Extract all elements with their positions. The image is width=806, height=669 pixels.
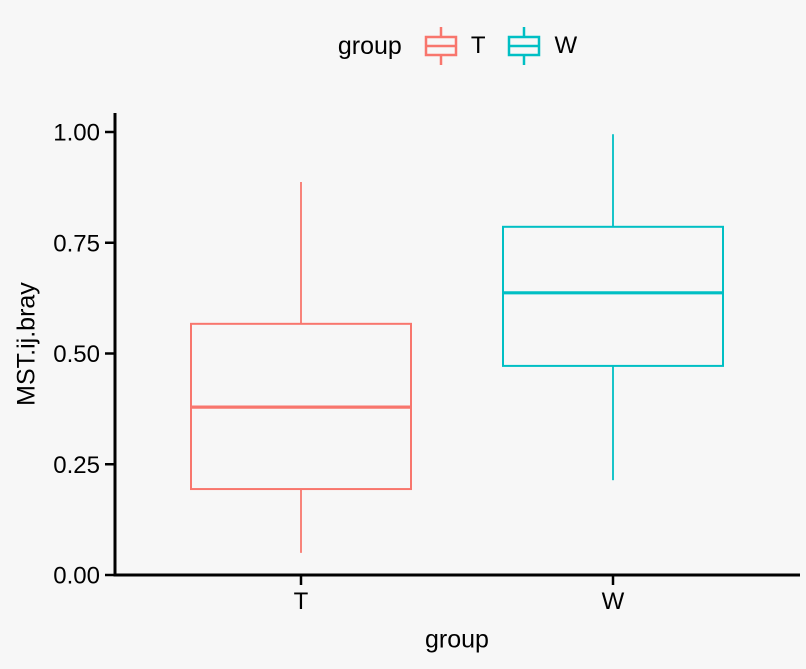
- legend-title: group: [337, 31, 402, 60]
- x-tick-label: W: [602, 588, 625, 615]
- legend-item-label: T: [470, 32, 486, 59]
- legend-item-t: T: [424, 26, 486, 66]
- legend-item-w: W: [507, 26, 577, 66]
- x-axis-title: group: [425, 625, 489, 654]
- y-tick-label: 0.75: [53, 230, 100, 257]
- boxplot-key-icon: [424, 27, 458, 65]
- x-tick-label: T: [294, 588, 309, 615]
- y-tick-label: 1.00: [53, 120, 100, 147]
- boxplot-key-icon: [508, 27, 541, 65]
- y-tick-label: 0.25: [53, 452, 100, 479]
- y-tick-label: 0.50: [53, 341, 100, 368]
- legend-item-label: W: [554, 32, 578, 59]
- y-axis-title: MST.ij.bray: [12, 282, 41, 406]
- box-iqr: [502, 225, 724, 367]
- y-tick-label: 0.00: [53, 563, 100, 590]
